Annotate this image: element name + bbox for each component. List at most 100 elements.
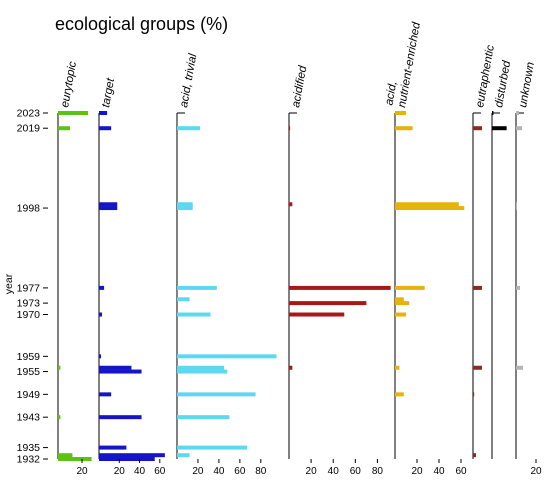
bar-eurytopic-1956	[58, 365, 61, 370]
bar-acidified-1999	[289, 202, 293, 207]
bar-disturbed-2019	[492, 126, 507, 131]
x-tick-label-80: 80	[255, 466, 267, 477]
x-tick-label-40: 40	[328, 466, 340, 477]
bar-target-1998	[99, 206, 118, 211]
x-tick-label-60: 60	[350, 466, 362, 477]
panel-label-eurytopic: eurytopic	[59, 60, 79, 108]
y-tick-label-1998: 1998	[17, 203, 41, 215]
panel-label-line: eurytopic	[59, 60, 79, 108]
x-tick-label-60: 60	[455, 466, 467, 477]
bar-acid-nutrient-enriched-1974	[395, 297, 404, 302]
y-tick-label-1970: 1970	[17, 309, 41, 321]
bar-target-1977	[99, 285, 105, 290]
bar-eutraphentic-2019	[473, 126, 482, 131]
bar-acid-nutrient-enriched-1973	[395, 301, 410, 306]
bar-acid-nutrient-enriched-1949	[395, 392, 404, 397]
bar-eurytopic-1943	[58, 415, 61, 420]
bar-target-1955	[99, 369, 142, 374]
bar-acid-nutrient-enriched-2023	[395, 111, 406, 115]
panel-acidified: acidified 20 40 60 80	[288, 64, 391, 477]
y-tick-label-1959: 1959	[17, 351, 41, 363]
bar-eurytopic-1932	[58, 457, 92, 461]
panel-label-line: unknown	[517, 61, 537, 108]
panel-label-line: acidified	[290, 64, 309, 108]
x-tick-label-40: 40	[213, 466, 225, 477]
bar-acid-trivial-1998	[177, 206, 193, 211]
bar-unknown-1998	[516, 206, 517, 211]
panel-unknown: unknown 20	[515, 61, 542, 477]
panel-acid-trivial: acid, trivial 20 40 60 80	[176, 53, 277, 477]
x-tick-label-20: 20	[530, 466, 542, 477]
y-tick-label-1973: 1973	[17, 298, 41, 310]
bar-eurytopic-2023	[58, 111, 88, 115]
bar-target-1943	[99, 415, 142, 420]
bar-acidified-1977	[289, 285, 391, 290]
x-tick-label-40: 40	[134, 466, 146, 477]
y-axis-label: year	[3, 273, 15, 294]
x-tick-label-20: 20	[306, 466, 318, 477]
bar-acid-nutrient-enriched-1999	[395, 202, 459, 207]
x-tick-label-60: 60	[154, 466, 166, 477]
x-tick-label-20: 20	[411, 466, 423, 477]
bar-eutraphentic-1977	[473, 285, 482, 290]
bar-acidified-1970	[289, 312, 345, 317]
bar-eurytopic-2019	[58, 126, 70, 131]
panel-label-line: nutrient-enriched	[396, 21, 423, 109]
bar-acid-trivial-2019	[177, 126, 201, 131]
bar-acid-trivial-1956	[177, 365, 225, 370]
y-tick-label-1932: 1932	[17, 454, 41, 466]
y-tick-label-1943: 1943	[17, 412, 41, 424]
panel-disturbed: disturbed	[491, 59, 513, 459]
bar-unknown-1999	[516, 202, 517, 207]
bar-target-1933	[99, 453, 165, 458]
bar-target-2023	[99, 111, 108, 115]
chart-title: ecological groups (%)	[55, 14, 228, 34]
bar-acid-trivial-1949	[177, 392, 256, 397]
panel-eurytopic: eurytopic 20	[57, 60, 92, 477]
bar-acid-trivial-1933	[177, 453, 190, 458]
bar-acid-trivial-1974	[177, 297, 190, 302]
bar-acidified-2019	[289, 126, 291, 131]
bar-acid-nutrient-enriched-1970	[395, 312, 406, 317]
panel-target: target 20 40 60	[98, 77, 166, 477]
y-tick-label-1977: 1977	[17, 282, 41, 294]
bar-acid-trivial-1977	[177, 285, 217, 290]
bar-acid-nutrient-enriched-1977	[395, 285, 425, 290]
panel-label-line: target	[100, 77, 117, 109]
bar-unknown-1956	[516, 365, 523, 370]
bar-acid-trivial-1970	[177, 312, 211, 317]
bar-acid-trivial-1935	[177, 445, 248, 450]
bar-unknown-2023	[516, 111, 519, 115]
panel-label-line: disturbed	[493, 59, 513, 108]
bar-acid-nutrient-enriched-2019	[395, 126, 413, 131]
bar-target-1935	[99, 445, 127, 450]
bar-target-1959	[99, 354, 102, 359]
bar-acid-trivial-1999	[177, 202, 193, 207]
x-tick-label-20: 20	[114, 466, 126, 477]
panel-label-acidified: acidified	[290, 64, 309, 108]
bar-target-1949	[99, 392, 112, 397]
panels: eurytopic 20 target 20 40 60 acid, trivial 20 40…	[57, 19, 542, 477]
x-tick-label-20: 20	[192, 466, 204, 477]
bar-target-1932	[99, 457, 155, 461]
x-tick-label-40: 40	[433, 466, 445, 477]
y-tick-label-1949: 1949	[17, 389, 41, 401]
bar-acid-trivial-1959	[177, 354, 277, 359]
bar-unknown-1977	[516, 285, 520, 290]
bar-acidified-1956	[289, 365, 293, 370]
bar-acid-nutrient-enriched-1998	[395, 206, 465, 211]
x-tick-label-60: 60	[234, 466, 246, 477]
y-tick-label-1935: 1935	[17, 442, 41, 454]
bar-eutraphentic-1956	[473, 365, 482, 370]
bar-eurytopic-1933	[58, 453, 73, 458]
panel-label-acid-nutrient-enriched: acid,nutrient-enriched	[383, 19, 423, 109]
panel-label-unknown: unknown	[517, 61, 537, 108]
panel-label-line: acid,	[383, 80, 399, 106]
bar-acid-trivial-1943	[177, 415, 230, 420]
bar-target-1956	[99, 365, 132, 370]
bar-target-2019	[99, 126, 112, 131]
x-tick-label-20: 20	[76, 466, 88, 477]
y-tick-label-2019: 2019	[17, 123, 41, 135]
